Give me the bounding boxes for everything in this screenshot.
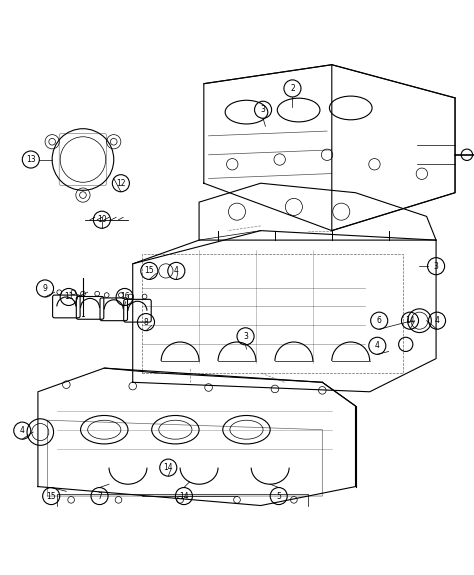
Text: 5: 5 — [276, 492, 281, 501]
Text: 3: 3 — [243, 332, 248, 341]
Text: 2: 2 — [290, 84, 295, 93]
Text: 14: 14 — [164, 463, 173, 472]
Text: 7: 7 — [97, 492, 102, 501]
Text: 11: 11 — [64, 293, 73, 301]
Text: 4: 4 — [20, 426, 25, 435]
Text: 3: 3 — [261, 105, 265, 114]
Text: 4: 4 — [174, 266, 179, 275]
Text: 4: 4 — [435, 316, 439, 325]
Text: 10: 10 — [97, 215, 107, 224]
Text: 8: 8 — [144, 317, 148, 327]
Text: 14: 14 — [405, 316, 415, 325]
Text: 9: 9 — [43, 284, 47, 293]
Text: 6: 6 — [377, 316, 382, 325]
Text: 12: 12 — [116, 179, 126, 187]
Text: 3: 3 — [434, 262, 438, 271]
Text: 16: 16 — [120, 293, 129, 301]
Text: 13: 13 — [26, 155, 36, 164]
Text: 14: 14 — [179, 492, 189, 501]
Text: 15: 15 — [46, 492, 56, 501]
Text: 4: 4 — [375, 342, 380, 350]
Text: 15: 15 — [145, 266, 154, 275]
